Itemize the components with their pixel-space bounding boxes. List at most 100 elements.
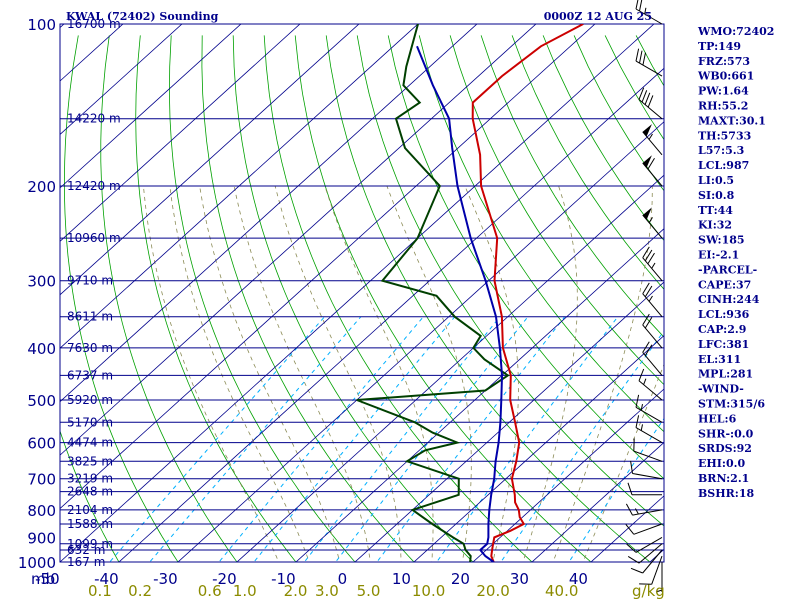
dry-adiabat-line [232, 35, 474, 562]
index-line: RH:55.2 [698, 100, 748, 113]
dry-adiabat-line [63, 35, 179, 562]
pressure-unit-label: mb [31, 570, 55, 588]
dry-adiabat-line [418, 35, 664, 433]
wind-barb [625, 523, 663, 535]
wind-barb [625, 503, 663, 516]
pressure-tick-label: 600 [27, 435, 56, 453]
moist-adiabat-line [582, 363, 664, 562]
index-line: LI:0.5 [698, 174, 734, 187]
dry-adiabats [60, 35, 664, 562]
wind-barb [642, 246, 663, 282]
wind-barb [638, 368, 663, 401]
dry-adiabat-line [100, 35, 238, 562]
moist-adiabat-line [324, 185, 434, 562]
isotherm-line [531, 441, 664, 562]
mixing-ratio-tick-label: 40.0 [545, 582, 578, 600]
parcel-curve [416, 45, 504, 562]
index-line: LFC:381 [698, 338, 749, 351]
temperature-tick-label: 30 [510, 570, 529, 588]
dry-adiabat-line [263, 35, 533, 562]
mixing-ratio-line [436, 316, 619, 562]
pressure-tick-label: 200 [27, 178, 56, 196]
pressure-tick-label: 700 [27, 471, 56, 489]
isotherm-line [60, 24, 360, 296]
index-line: CAPE:37 [698, 278, 751, 291]
height-label: 7630 m [67, 341, 113, 355]
dry-adiabat-line [511, 35, 664, 290]
height-label: 5920 m [67, 393, 113, 407]
wind-barb [642, 341, 663, 376]
index-line: STM:315/6 [698, 398, 765, 411]
mixing-ratio-line [109, 316, 325, 562]
wind-barb [635, 415, 663, 444]
wind-barb [627, 543, 663, 564]
index-line: CINH:244 [698, 293, 760, 306]
index-line: SRDS:92 [698, 442, 752, 455]
mixing-ratio-tick-label: 0.2 [128, 582, 152, 600]
wind-barb [635, 0, 663, 25]
index-line: HEL:6 [698, 412, 737, 425]
temperature-tick-label: 10 [392, 570, 411, 588]
temperature-curve [471, 24, 584, 562]
index-line: EHI:0.0 [698, 457, 745, 470]
dry-adiabat-line [356, 35, 664, 527]
index-line: WB0:661 [697, 70, 754, 83]
moist-adiabat-line [386, 185, 472, 562]
dry-adiabat-line [60, 429, 120, 562]
wind-barb [635, 48, 663, 77]
wind-barb [638, 87, 663, 120]
index-line: KI:32 [698, 219, 732, 232]
height-label: 8611 m [67, 310, 113, 324]
mixing-ratio-line [334, 316, 529, 562]
height-label: 10960 m [67, 231, 121, 245]
height-label: 3219 m [67, 472, 113, 486]
mixing-ratio-tick-label: 2.0 [284, 582, 308, 600]
mixing-ratio-line [149, 316, 362, 562]
index-line: FRZ:573 [698, 55, 750, 68]
index-line: BSHR:18 [698, 487, 754, 500]
moist-adiabat-line [522, 185, 578, 562]
dry-adiabat-line [387, 35, 664, 480]
wind-barb [635, 394, 663, 423]
pressure-tick-label: 800 [27, 502, 56, 520]
temperature-tick-label: -40 [94, 570, 119, 588]
height-label: 6737 m [67, 368, 113, 382]
wind-barb [655, 562, 663, 593]
mixing-ratio-tick-label: 5.0 [357, 582, 381, 600]
temperature-tick-label: -50 [35, 570, 60, 588]
temperature-tick-label: 0 [338, 570, 348, 588]
isotherm-line [236, 174, 664, 562]
pressure-tick-label: 400 [27, 340, 56, 358]
isotherm-line [118, 67, 664, 562]
dry-adiabat-line [449, 35, 664, 386]
moist-adiabats [143, 185, 664, 562]
isotherms [60, 24, 664, 562]
temperature-tick-label: -10 [271, 570, 296, 588]
plot-frame [59, 23, 665, 563]
wind-barb [630, 460, 663, 480]
index-line: -PARCEL- [698, 263, 757, 276]
height-label: 16700 m [67, 17, 121, 31]
wind-barb [633, 438, 663, 462]
index-line: TT:44 [698, 204, 733, 217]
height-label: 2104 m [67, 503, 113, 517]
station-title: KWAL (72402) Sounding [66, 10, 219, 23]
mixing-ratio-tick-label: 3.0 [315, 582, 339, 600]
mixing-ratio-tick-label: 0.1 [88, 582, 112, 600]
pressure-tick-label: 500 [27, 392, 56, 410]
isotherm-line [60, 24, 655, 562]
height-label: 4474 m [67, 436, 113, 450]
mixing-ratio-tick-label: 10.0 [412, 582, 445, 600]
index-line: EI:-2.1 [698, 249, 739, 262]
index-line: WMO:72402 [697, 25, 774, 38]
index-line: L57:5.3 [698, 144, 744, 157]
index-line: MAXT:30.1 [698, 114, 766, 127]
wind-barbs [625, 0, 663, 593]
index-line: TH:5733 [698, 129, 751, 142]
isotherm-line [60, 24, 596, 510]
height-label: 9710 m [67, 274, 113, 288]
index-line: SHR-:0.0 [698, 427, 754, 440]
